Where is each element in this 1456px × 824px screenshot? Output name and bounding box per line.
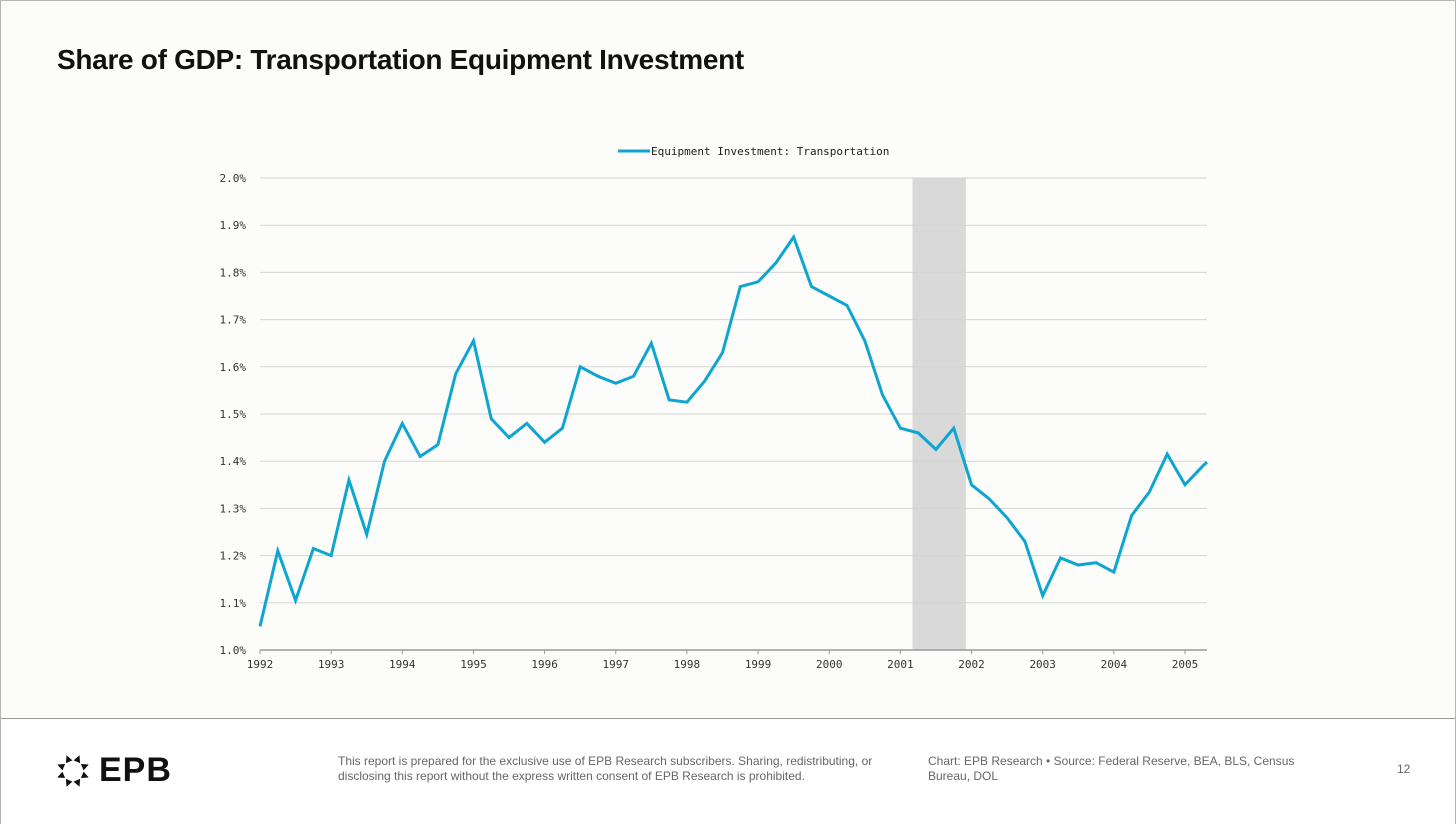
disclaimer-text: This report is prepared for the exclusiv… [338, 754, 873, 783]
logo-triangle [65, 754, 73, 763]
y-tick-label: 1.0% [220, 644, 247, 657]
epb-logo: EPB [55, 751, 172, 790]
logo-triangle [73, 754, 81, 763]
y-tick-label: 1.2% [220, 550, 247, 563]
y-tick-label: 1.1% [220, 597, 247, 610]
logo-text: EPB [99, 751, 172, 789]
logo-triangle [57, 771, 66, 778]
logo-triangle [57, 763, 66, 770]
page-number: 12 [1397, 762, 1411, 776]
logo-triangle [65, 778, 73, 787]
x-tick-label: 2002 [958, 658, 985, 671]
y-tick-label: 1.5% [220, 408, 247, 421]
x-tick-label: 2001 [887, 658, 914, 671]
x-tick-label: 2004 [1101, 658, 1128, 671]
x-tick-label: 2003 [1029, 658, 1056, 671]
y-tick-label: 1.9% [220, 219, 247, 232]
footer: EPB This report is prepared for the excl… [1, 718, 1455, 824]
y-tick-label: 1.6% [220, 361, 247, 374]
source-text: Chart: EPB Research • Source: Federal Re… [928, 754, 1295, 783]
x-tick-label: 2005 [1172, 658, 1199, 671]
x-tick-label: 1994 [389, 658, 416, 671]
x-tick-label: 1993 [318, 658, 345, 671]
x-tick-label: 1995 [460, 658, 487, 671]
y-tick-label: 1.4% [220, 455, 247, 468]
x-tick-label: 1998 [674, 658, 701, 671]
y-tick-label: 1.3% [220, 502, 247, 515]
logo-triangle [73, 778, 81, 787]
y-tick-label: 2.0% [220, 172, 247, 185]
x-tick-label: 1997 [603, 658, 630, 671]
y-tick-label: 1.7% [220, 314, 247, 327]
series-line [258, 233, 1209, 627]
x-tick-label: 1999 [745, 658, 772, 671]
x-tick-label: 2000 [816, 658, 843, 671]
legend-label: Equipment Investment: Transportation [651, 145, 889, 158]
x-tick-label: 1996 [531, 658, 558, 671]
x-tick-label: 1992 [247, 658, 274, 671]
line-chart: 1.0% 1.1% 1.2% 1.3% 1.4% 1.5% 1.6% 1.7% 1.8% 1.9%… [220, 145, 1209, 671]
page-title: Share of GDP: Transportation Equipment I… [57, 44, 744, 75]
epb-logo-icon [57, 754, 89, 787]
logo-triangle [80, 771, 89, 778]
logo-triangle [80, 763, 89, 770]
y-tick-label: 1.8% [220, 266, 247, 279]
